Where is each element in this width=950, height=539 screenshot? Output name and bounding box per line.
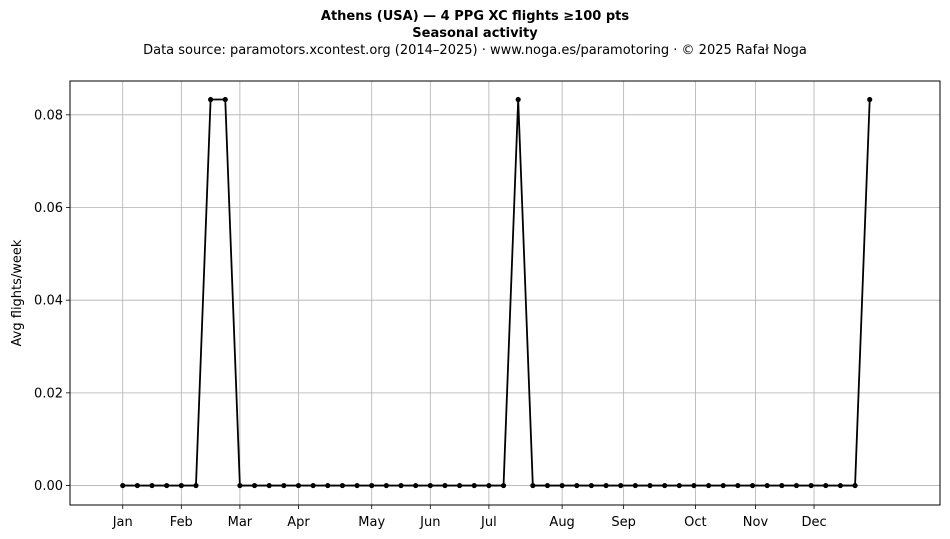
y-tick-label: 0.06 bbox=[34, 201, 63, 216]
data-point bbox=[603, 482, 609, 489]
x-tick-label: Nov bbox=[743, 515, 769, 530]
data-point bbox=[164, 482, 170, 489]
data-point bbox=[486, 482, 492, 489]
series-polyline bbox=[122, 98, 871, 487]
data-point bbox=[251, 482, 258, 489]
y-axis-label: Avg flights/week bbox=[10, 239, 25, 346]
data-point bbox=[427, 482, 433, 489]
data-point bbox=[662, 482, 668, 489]
x-tick-label: Jan bbox=[112, 515, 133, 530]
data-point bbox=[310, 482, 316, 489]
data-point bbox=[837, 482, 844, 489]
y-axis: 0.00 0.02 0.04 0.06 0.08 bbox=[34, 108, 70, 494]
data-point bbox=[266, 482, 272, 489]
data-point bbox=[471, 482, 477, 489]
series-points bbox=[120, 96, 873, 489]
data-point bbox=[867, 96, 873, 103]
data-point bbox=[544, 482, 551, 489]
data-point bbox=[632, 482, 638, 489]
chart-title: Athens (USA) — 4 PPG XC flights ≥100 pts bbox=[320, 9, 630, 24]
y-tick-label: 0.04 bbox=[34, 294, 63, 309]
data-point bbox=[354, 482, 360, 489]
data-point bbox=[134, 482, 140, 489]
y-tick-label: 0.02 bbox=[34, 386, 63, 401]
data-point bbox=[339, 482, 346, 489]
x-tick-label: Feb bbox=[170, 515, 193, 530]
data-point bbox=[369, 482, 375, 489]
data-point bbox=[559, 482, 565, 489]
data-point bbox=[779, 482, 785, 489]
data-point bbox=[120, 482, 126, 489]
plot-frame bbox=[69, 80, 941, 506]
data-point bbox=[735, 482, 741, 489]
data-point bbox=[647, 482, 653, 489]
x-tick-label: Mar bbox=[228, 515, 253, 530]
data-point bbox=[676, 482, 682, 489]
data-point bbox=[691, 482, 697, 489]
data-point bbox=[442, 482, 448, 489]
data-point bbox=[705, 482, 712, 489]
data-point bbox=[574, 482, 580, 489]
data-point bbox=[530, 482, 536, 489]
data-point bbox=[398, 482, 404, 489]
data-point bbox=[456, 482, 463, 489]
data-point bbox=[325, 482, 331, 489]
data-point bbox=[178, 482, 184, 489]
x-tick-label: Dec bbox=[801, 515, 826, 530]
data-point bbox=[281, 482, 287, 489]
data-point bbox=[237, 482, 243, 489]
x-tick-label: Apr bbox=[287, 515, 310, 530]
data-point bbox=[852, 482, 858, 489]
data-point bbox=[222, 96, 228, 103]
x-tick-label: Oct bbox=[684, 515, 706, 530]
chart-subtitle: Seasonal activity bbox=[412, 26, 538, 41]
data-point bbox=[588, 482, 595, 489]
data-point bbox=[618, 482, 624, 489]
data-point bbox=[515, 96, 521, 103]
source-note: Data source: paramotors.xcontest.org (20… bbox=[143, 43, 807, 58]
data-point bbox=[808, 482, 814, 489]
data-point bbox=[749, 482, 756, 489]
data-point bbox=[413, 482, 419, 489]
x-axis: Jan Feb Mar Apr May Jun Jul Aug Sep Oct Nov Dec bbox=[112, 505, 827, 530]
data-point bbox=[149, 482, 155, 489]
x-tick-label: May bbox=[358, 515, 385, 530]
data-point bbox=[823, 482, 829, 489]
series-line bbox=[122, 98, 871, 487]
data-point bbox=[193, 482, 199, 489]
data-point bbox=[720, 482, 726, 489]
x-tick-label: Sep bbox=[611, 515, 636, 530]
y-tick-label: 0.08 bbox=[34, 108, 63, 123]
data-point bbox=[295, 482, 302, 489]
x-tick-label: Aug bbox=[549, 515, 574, 530]
data-point bbox=[793, 482, 800, 489]
data-point bbox=[764, 482, 770, 489]
data-point bbox=[383, 482, 389, 489]
x-tick-label: Jun bbox=[419, 515, 440, 530]
data-point bbox=[500, 482, 507, 489]
data-point bbox=[208, 96, 214, 103]
y-tick-label: 0.00 bbox=[34, 479, 63, 494]
x-tick-label: Jul bbox=[480, 515, 497, 530]
